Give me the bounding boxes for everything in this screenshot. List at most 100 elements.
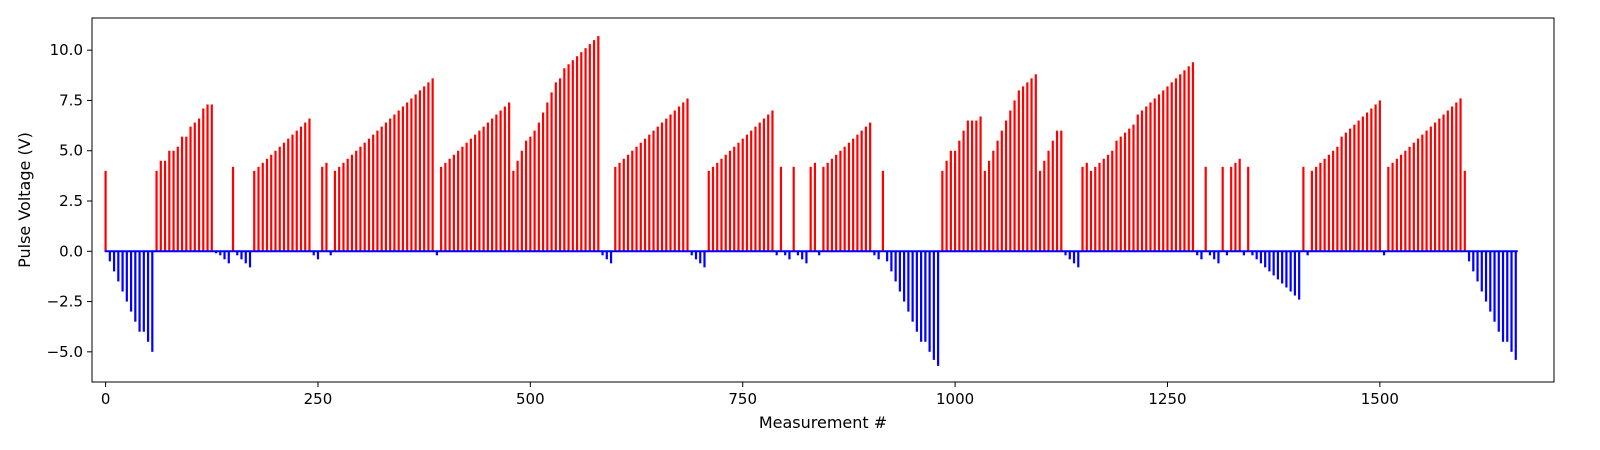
bar-negative: [1493, 251, 1496, 322]
bar-positive: [550, 92, 553, 252]
bar-positive: [1412, 142, 1415, 252]
bar-positive: [363, 142, 366, 252]
bar-positive: [1234, 162, 1237, 252]
bar-negative: [1272, 251, 1275, 276]
bar-positive: [1353, 124, 1356, 252]
bar-negative: [886, 251, 889, 262]
bar-positive: [1425, 130, 1428, 252]
bar-negative: [915, 251, 918, 332]
bar-negative: [329, 251, 332, 256]
bar-positive: [367, 138, 371, 252]
bar-positive: [720, 158, 723, 252]
bar-positive: [639, 142, 642, 252]
bar-positive: [1433, 122, 1437, 252]
bar-negative: [605, 251, 608, 260]
bar-positive: [1323, 158, 1326, 252]
bar-negative: [1306, 251, 1309, 256]
bar-positive: [1450, 106, 1454, 252]
bar-positive: [338, 166, 341, 252]
bar-positive: [1247, 166, 1250, 252]
bar-positive: [1017, 90, 1020, 252]
plot-frame: [91, 17, 1555, 383]
bar-positive: [1098, 162, 1101, 252]
bar-negative: [898, 251, 901, 292]
bar-positive: [469, 138, 472, 252]
bar-positive: [987, 160, 991, 252]
bar-negative: [108, 251, 111, 262]
x-tick-label: 500: [516, 390, 545, 408]
bar-positive: [537, 122, 540, 252]
y-tick-label: 5.0: [59, 142, 83, 160]
bar-positive: [282, 142, 286, 252]
bar-positive: [1136, 114, 1139, 252]
bar-positive: [431, 78, 434, 252]
bar-positive: [508, 102, 511, 252]
bar-positive: [376, 130, 379, 252]
bar-negative: [134, 251, 137, 322]
bar-positive: [308, 118, 311, 252]
bar-positive: [954, 150, 957, 252]
bar-positive: [1009, 110, 1012, 252]
bar-positive: [1102, 158, 1105, 252]
bar-negative: [873, 251, 876, 256]
bar-positive: [333, 170, 337, 252]
bar-positive: [1421, 134, 1424, 252]
bar-positive: [822, 166, 825, 252]
bar-positive: [261, 162, 264, 252]
bar-positive: [1043, 160, 1046, 252]
bar-positive: [1395, 158, 1398, 252]
y-tick-label: 10.0: [50, 41, 83, 59]
bar-positive: [185, 136, 188, 252]
bar-positive: [660, 122, 664, 252]
bar-negative: [937, 251, 940, 366]
bar-negative: [1484, 251, 1488, 302]
bar-positive: [830, 158, 834, 252]
bar-positive: [962, 130, 965, 252]
bar-negative: [146, 251, 150, 342]
bar-positive: [495, 114, 498, 252]
bar-positive: [826, 162, 829, 252]
bar-negative: [312, 251, 315, 256]
bar-positive: [588, 44, 591, 252]
bar-positive: [1094, 166, 1097, 252]
bar-positive: [1349, 128, 1352, 252]
bar-positive: [444, 162, 447, 252]
bar-positive: [750, 130, 753, 252]
bar-negative: [932, 251, 935, 360]
bar-positive: [1187, 66, 1190, 252]
bar-positive: [1183, 70, 1186, 252]
bar-positive: [1060, 130, 1063, 252]
bar-negative: [911, 251, 914, 322]
bar-negative: [227, 251, 230, 264]
bar-positive: [724, 154, 727, 252]
bar-negative: [1217, 251, 1220, 264]
bar-positive: [1404, 150, 1407, 252]
bar-positive: [1089, 170, 1093, 252]
bar-negative: [1467, 251, 1471, 262]
bar-positive: [707, 170, 710, 252]
bar-negative: [1196, 251, 1199, 256]
bar-positive: [210, 104, 213, 252]
bar-positive: [1145, 106, 1148, 252]
bar-positive: [1315, 166, 1318, 252]
bar-positive: [1387, 166, 1390, 252]
bar-positive: [1438, 118, 1441, 252]
bar-positive: [1310, 170, 1313, 252]
bar-positive: [1366, 112, 1369, 252]
bar-positive: [176, 146, 179, 252]
bar-negative: [1281, 251, 1284, 284]
bar-positive: [881, 170, 884, 252]
bar-positive: [869, 122, 872, 252]
bar-negative: [1259, 251, 1263, 264]
bar-positive: [452, 154, 455, 252]
bar-positive: [1123, 132, 1127, 252]
bar-negative: [1293, 251, 1296, 296]
bar-negative: [1298, 251, 1301, 300]
bar-positive: [274, 150, 277, 252]
bar-negative: [214, 251, 218, 254]
bar-positive: [321, 166, 324, 252]
bar-positive: [180, 136, 184, 252]
bar-positive: [728, 150, 732, 252]
bar-negative: [1208, 251, 1212, 256]
bar-negative: [125, 251, 128, 302]
